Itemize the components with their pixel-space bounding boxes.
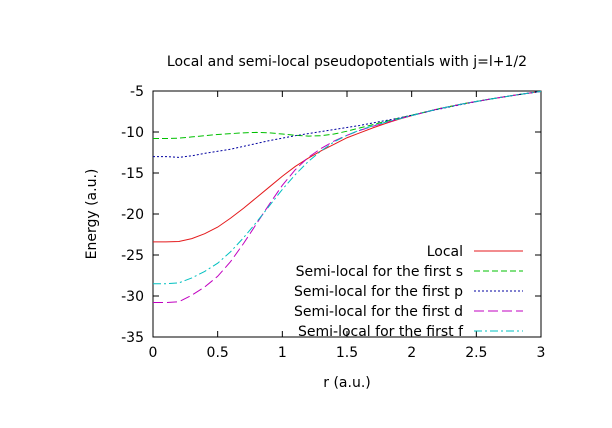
series-line [153,90,542,285]
legend-entry-label: Local [427,244,463,260]
series-line [153,90,542,158]
series-line [153,90,542,243]
y-tick-label: -15 [121,166,144,182]
x-tick-label: 3 [537,345,546,361]
series-line [153,90,542,140]
x-tick-label: 0.5 [207,345,229,361]
legend: Local Semi-local for the first s Semi-loca… [294,244,523,340]
x-tick-label: 1.5 [336,345,358,361]
x-tick-label: 2.5 [465,345,487,361]
y-tick-label: -20 [121,207,144,223]
x-tick-label: 0 [149,345,158,361]
y-tick-label: -10 [121,125,144,141]
x-tick-label: 2 [407,345,416,361]
chart-title: Local and semi-local pseudopotentials wi… [167,54,527,70]
plot-area: 0 0.5 1 1.5 2 2.5 3 -35 -30 -25 -20 -15 -10 -5 [121,84,545,361]
y-tick-label: -5 [130,84,144,100]
x-tick-label: 1 [278,345,287,361]
y-axis-label: Energy (a.u.) [84,169,100,260]
y-tick-label: -30 [121,289,144,305]
y-tick-label: -25 [121,248,144,264]
legend-entry-label: Semi-local for the first d [294,304,463,320]
legend-entry-label: Semi-local for the first p [294,284,463,300]
x-axis-label: r (a.u.) [323,375,370,391]
legend-entry-label: Semi-local for the first f [298,324,464,340]
y-tick-label: -35 [121,330,144,346]
legend-entry-label: Semi-local for the first s [296,264,463,280]
